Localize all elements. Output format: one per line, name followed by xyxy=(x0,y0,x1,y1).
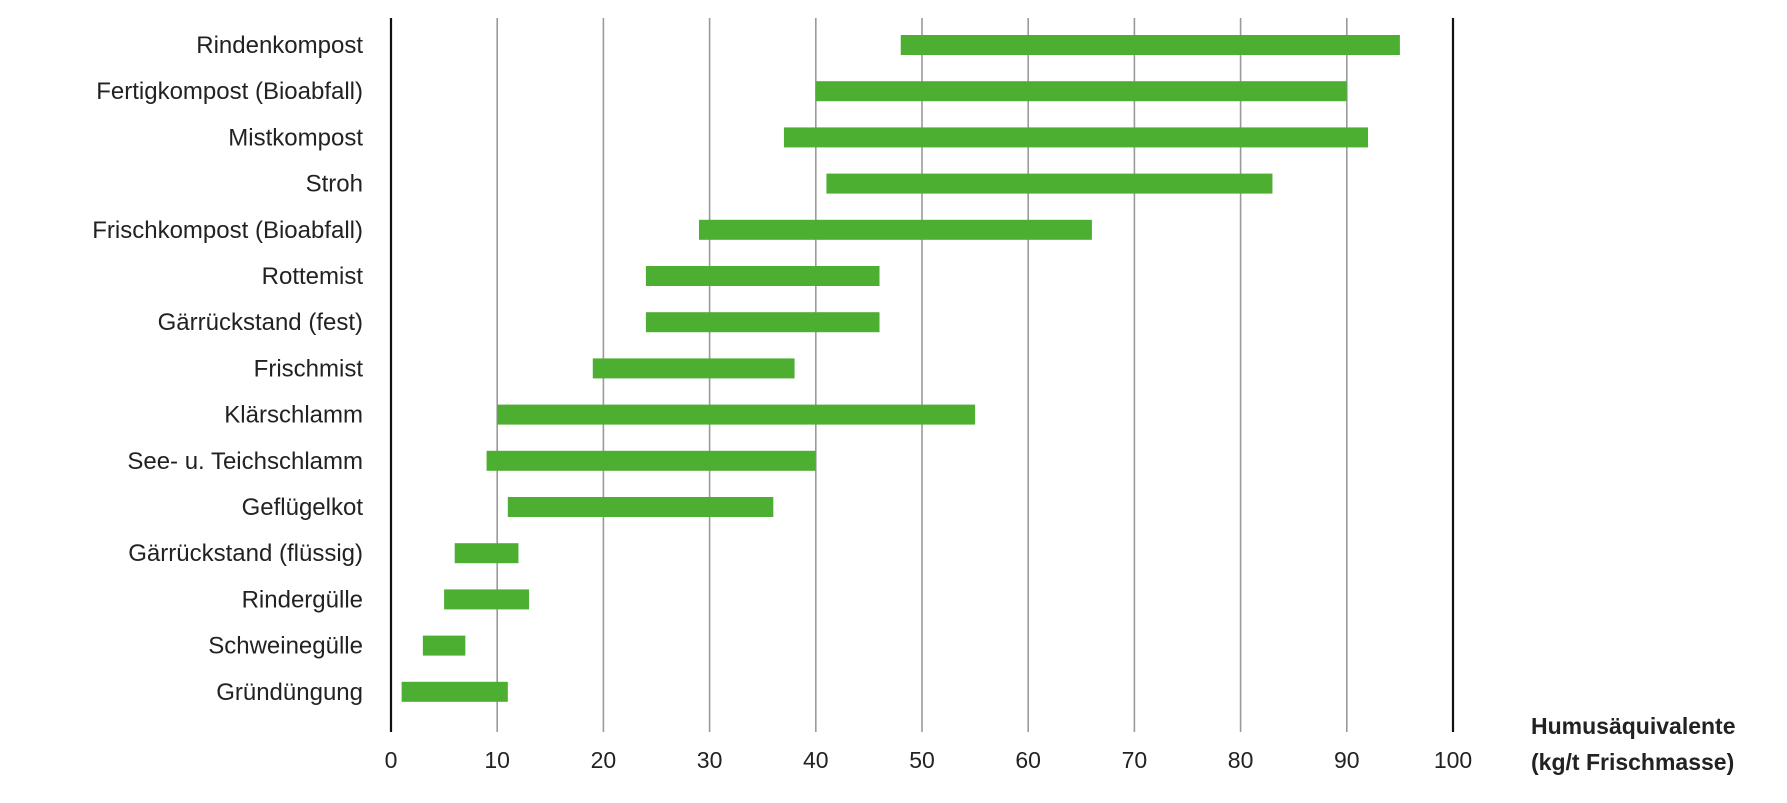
range-bar xyxy=(645,266,880,286)
category-label: Frischkompost (Bioabfall) xyxy=(92,217,363,244)
range-bar xyxy=(486,450,816,471)
range-bar xyxy=(698,219,1092,240)
category-label: Gründüngung xyxy=(216,679,363,706)
range-bar xyxy=(497,404,976,425)
category-label: Mistkompost xyxy=(228,124,363,151)
x-tick-label: 50 xyxy=(909,747,935,773)
range-bar xyxy=(444,589,530,610)
x-tick-label: 90 xyxy=(1334,747,1360,773)
category-label: Fertigkompost (Bioabfall) xyxy=(96,78,363,105)
x-tick-label: 0 xyxy=(385,747,398,773)
range-bar xyxy=(645,312,880,333)
x-tick-label: 40 xyxy=(803,747,829,773)
x-axis-title-line1: Humusäquivalente xyxy=(1531,713,1736,739)
category-label: Geflügelkot xyxy=(242,494,364,521)
range-bar xyxy=(454,543,519,564)
category-label: Frischmist xyxy=(254,355,364,382)
grid-lines xyxy=(389,18,1455,732)
x-tick-label: 60 xyxy=(1015,747,1041,773)
category-label: Schweinegülle xyxy=(208,633,363,660)
range-bar xyxy=(900,35,1400,55)
x-tick-label: 10 xyxy=(484,747,510,773)
x-tick-labels: 0 10 20 30 40 50 60 70 80 90 100 xyxy=(385,747,1473,773)
range-bar xyxy=(507,497,774,517)
category-label: Rindenkompost xyxy=(196,32,363,59)
range-bars xyxy=(401,35,1400,702)
x-axis-title-line2: (kg/t Frischmasse) xyxy=(1531,749,1734,775)
category-label: Rottemist xyxy=(262,263,364,290)
range-bar xyxy=(783,127,1369,148)
category-label: Rindergülle xyxy=(242,586,363,613)
x-tick-label: 70 xyxy=(1122,747,1148,773)
range-bar xyxy=(422,635,466,656)
range-bar xyxy=(826,173,1273,194)
category-labels: Rindenkompost Fertigkompost (Bioabfall) Mi… xyxy=(92,32,363,706)
range-bar xyxy=(401,681,508,702)
x-tick-label: 20 xyxy=(591,747,617,773)
category-label: Gärrückstand (flüssig) xyxy=(128,540,363,567)
range-bar xyxy=(592,358,795,379)
x-tick-label: 100 xyxy=(1434,747,1472,773)
range-bar xyxy=(815,81,1347,102)
category-label: Gärrückstand (fest) xyxy=(158,309,363,336)
category-label: Klärschlamm xyxy=(224,402,363,429)
x-tick-label: 80 xyxy=(1228,747,1254,773)
category-label: See- u. Teichschlamm xyxy=(127,448,363,475)
x-tick-label: 30 xyxy=(697,747,723,773)
category-label: Stroh xyxy=(306,171,363,198)
